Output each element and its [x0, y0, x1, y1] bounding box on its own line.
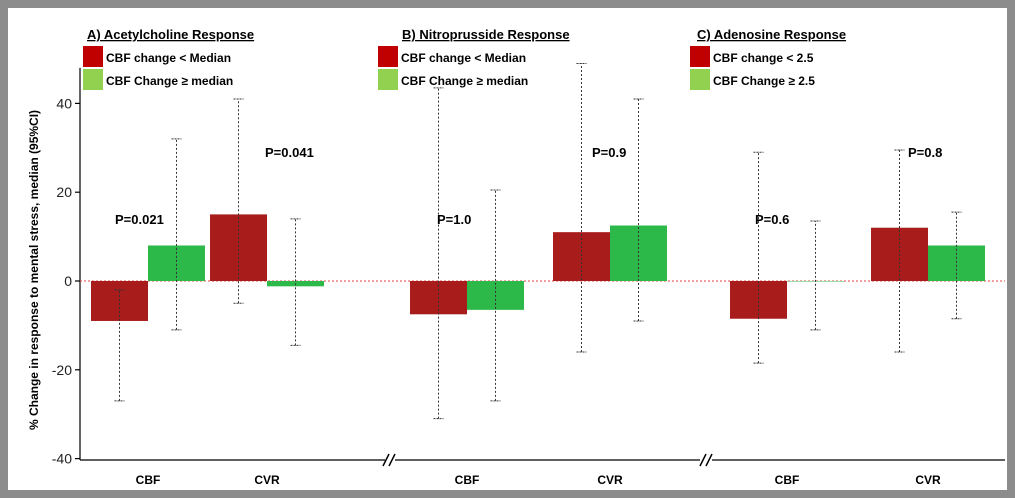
p-value-label: P=0.8	[908, 145, 942, 160]
panel-a-legend-swatch-high	[83, 69, 103, 90]
bar-a-cbf-low	[91, 281, 148, 321]
bar-b-cvr-low	[553, 232, 610, 281]
p-value-label: P=0.6	[755, 212, 789, 227]
bar-c-cbf-low	[730, 281, 787, 319]
y-tick-label: 40	[56, 95, 72, 111]
y-tick-label: 20	[56, 184, 72, 200]
x-category-label: CBF	[136, 473, 161, 487]
panel-c-legend-low-label: CBF change < 2.5	[713, 51, 814, 65]
panel-a-title: A) Acetylcholine Response	[87, 27, 254, 42]
x-category-label: CVR	[915, 473, 941, 487]
panel-b-legend-swatch-high	[378, 69, 398, 90]
panel-b-legend-low-label: CBF change < Median	[401, 51, 526, 65]
y-tick-label: -20	[52, 362, 72, 378]
bar-a-cbf-high	[148, 245, 205, 281]
y-tick-label: -40	[52, 451, 72, 467]
y-axis-label: % Change in response to mental stress, m…	[27, 110, 41, 430]
p-value-label: P=0.021	[115, 212, 164, 227]
panel-b-title: B) Nitroprusside Response	[402, 27, 570, 42]
axis-break-mark	[382, 453, 390, 467]
panel-b-legend-high-label: CBF Change ≥ median	[401, 74, 528, 88]
axis-break-mark	[388, 453, 396, 467]
p-value-label: P=0.9	[592, 145, 626, 160]
panel-a-legend-swatch-low	[83, 46, 103, 67]
panel-a-legend-low-label: CBF change < Median	[106, 51, 231, 65]
y-tick-label: 0	[64, 273, 72, 289]
x-category-label: CBF	[775, 473, 800, 487]
panel-c-legend-high-label: CBF Change ≥ 2.5	[713, 74, 815, 88]
panel-c-legend-swatch-low	[690, 46, 710, 67]
panel-b-legend-swatch-low	[378, 46, 398, 67]
bar-c-cvr-high	[928, 245, 985, 281]
panel-c-title: C) Adenosine Response	[697, 27, 846, 42]
x-category-label: CBF	[455, 473, 480, 487]
panel-a-legend-high-label: CBF Change ≥ median	[106, 74, 233, 88]
p-value-label: P=1.0	[437, 212, 471, 227]
panel-c-legend-swatch-high	[690, 69, 710, 90]
x-category-label: CVR	[597, 473, 623, 487]
p-value-label: P=0.041	[265, 145, 314, 160]
axis-break-mark	[705, 453, 713, 467]
axis-break-mark	[699, 453, 707, 467]
x-category-label: CVR	[254, 473, 280, 487]
